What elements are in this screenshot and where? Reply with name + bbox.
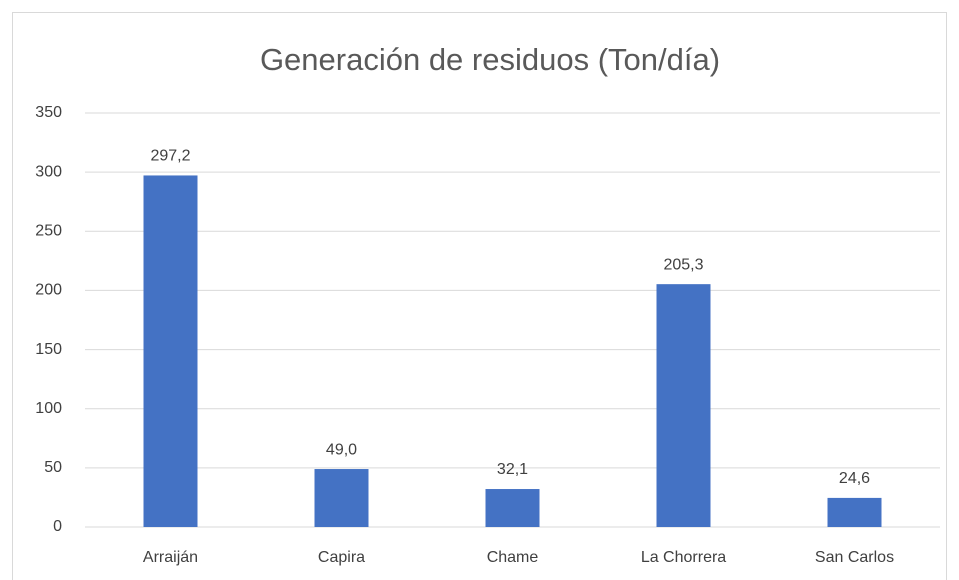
bar: [656, 284, 711, 527]
bar: [143, 175, 198, 527]
data-label: 297,2: [150, 148, 190, 165]
y-tick-label: 100: [35, 400, 62, 417]
y-tick-label: 200: [35, 282, 62, 299]
y-tick-label: 350: [35, 104, 62, 121]
y-tick-label: 0: [53, 518, 62, 535]
y-tick-label: 250: [35, 223, 62, 240]
x-tick-label: Chame: [487, 549, 539, 566]
x-tick-label: Capira: [318, 549, 365, 566]
y-tick-label: 150: [35, 341, 62, 358]
bar: [314, 469, 369, 527]
data-label: 49,0: [326, 441, 357, 458]
y-tick-label: 300: [35, 163, 62, 180]
bar: [485, 489, 540, 527]
data-label: 32,1: [497, 461, 528, 478]
x-tick-label: Arraiján: [143, 549, 198, 566]
chart-title: Generación de residuos (Ton/día): [260, 42, 720, 77]
x-tick-label: La Chorrera: [641, 549, 726, 566]
data-label: 24,6: [839, 470, 870, 487]
data-label: 205,3: [663, 256, 703, 273]
x-tick-label: San Carlos: [815, 549, 894, 566]
y-tick-label: 50: [44, 459, 62, 476]
bar: [827, 497, 882, 527]
